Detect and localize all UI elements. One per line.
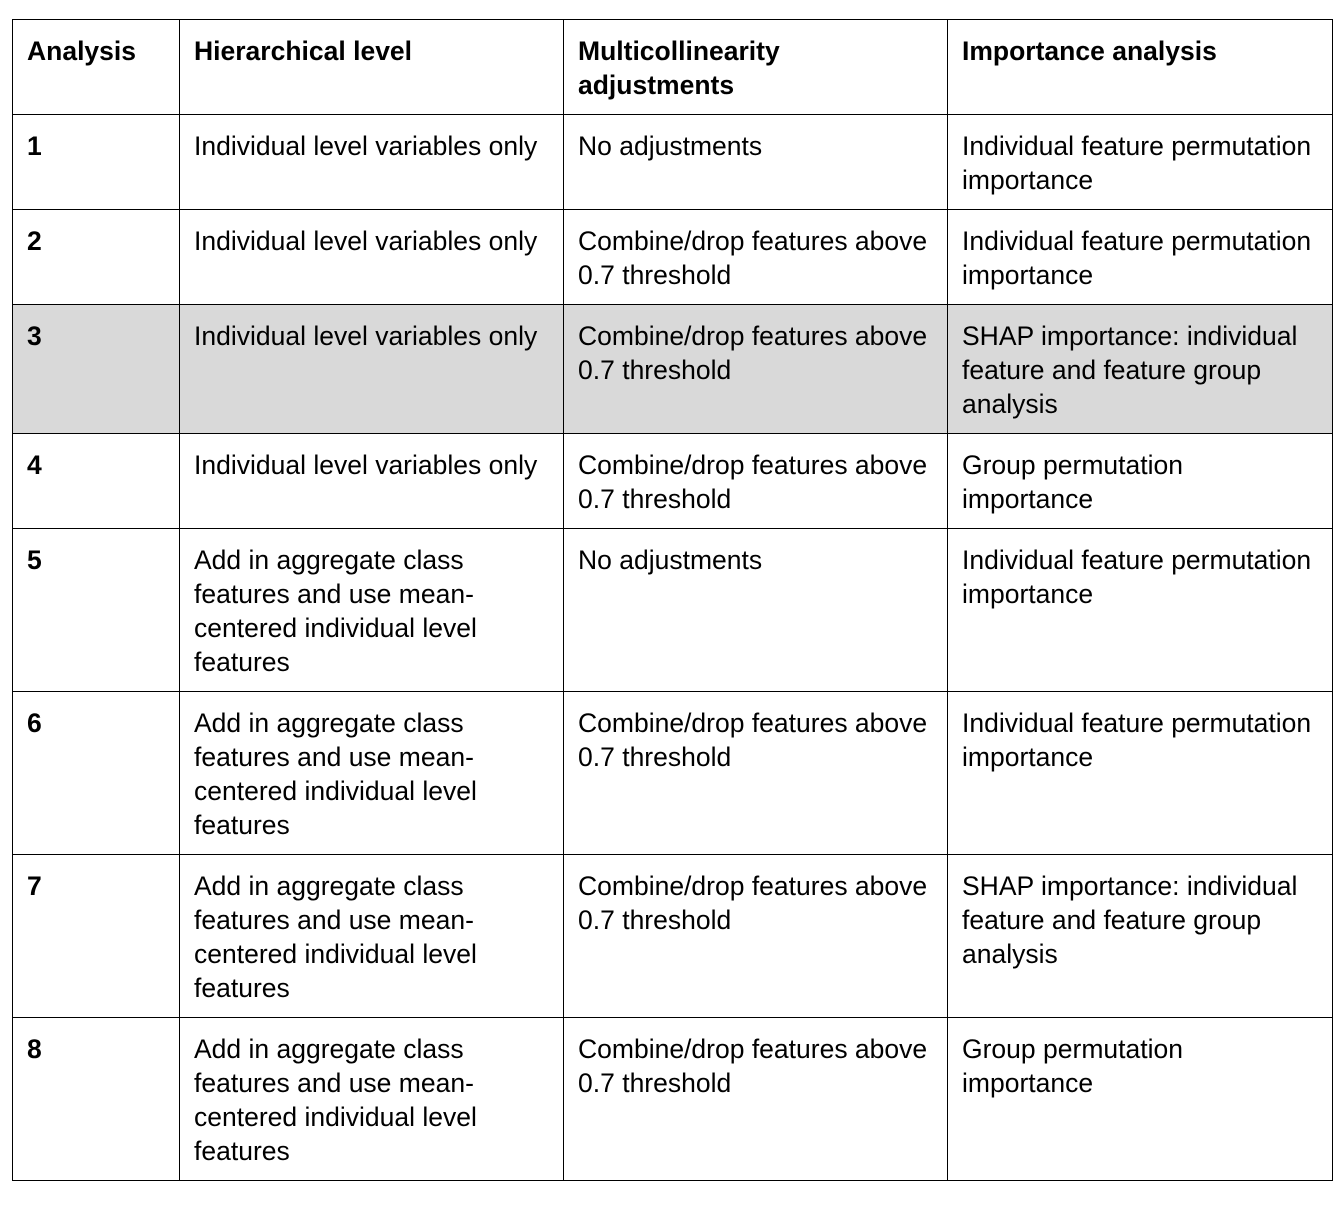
cell-hierarchical-level: Add in aggregate class features and use … — [179, 528, 564, 692]
cell-hierarchical-level: Individual level variables only — [179, 304, 564, 434]
table-row-7: 7 Add in aggregate class features and us… — [12, 854, 1333, 1018]
cell-analysis: 2 — [12, 209, 180, 305]
hierarchical-level-text: Add in aggregate class features and use … — [194, 545, 477, 677]
cell-importance: Group permutation importance — [947, 1017, 1333, 1181]
cell-hierarchical-level: Add in aggregate class features and use … — [179, 1017, 564, 1181]
cell-multicollinearity: No adjustments — [563, 528, 948, 692]
cell-importance: SHAP importance: individual feature and … — [947, 304, 1333, 434]
importance-text: Individual feature permutation importanc… — [962, 545, 1312, 609]
cell-importance: Individual feature permutation importanc… — [947, 114, 1333, 210]
multicollinearity-text: Combine/drop features above 0.7 threshol… — [578, 871, 928, 935]
header-analysis: Analysis — [12, 19, 180, 115]
table-row-8: 8 Add in aggregate class features and us… — [12, 1017, 1333, 1181]
cell-multicollinearity: Combine/drop features above 0.7 threshol… — [563, 854, 948, 1018]
multicollinearity-text: Combine/drop features above 0.7 threshol… — [578, 708, 928, 772]
table-row-6: 6 Add in aggregate class features and us… — [12, 691, 1333, 855]
hierarchical-level-text: Individual level variables only — [194, 450, 538, 480]
importance-text: Individual feature permutation importanc… — [962, 708, 1312, 772]
cell-hierarchical-level: Add in aggregate class features and use … — [179, 854, 564, 1018]
cell-importance: SHAP importance: individual feature and … — [947, 854, 1333, 1018]
cell-analysis: 7 — [12, 854, 180, 1018]
importance-text: Individual feature permutation importanc… — [962, 226, 1312, 290]
analysis-table: Analysis Hierarchical level Multicolline… — [12, 19, 1333, 1181]
cell-importance: Individual feature permutation importanc… — [947, 528, 1333, 692]
analysis-number: 8 — [27, 1034, 42, 1064]
cell-multicollinearity: Combine/drop features above 0.7 threshol… — [563, 304, 948, 434]
table-row-2: 2 Individual level variables only Combin… — [12, 209, 1333, 305]
cell-importance: Individual feature permutation importanc… — [947, 209, 1333, 305]
cell-hierarchical-level: Add in aggregate class features and use … — [179, 691, 564, 855]
cell-importance: Individual feature permutation importanc… — [947, 691, 1333, 855]
cell-hierarchical-level: Individual level variables only — [179, 114, 564, 210]
cell-multicollinearity: Combine/drop features above 0.7 threshol… — [563, 433, 948, 529]
analysis-number: 6 — [27, 708, 42, 738]
cell-hierarchical-level: Individual level variables only — [179, 209, 564, 305]
hierarchical-level-text: Add in aggregate class features and use … — [194, 871, 477, 1003]
cell-hierarchical-level: Individual level variables only — [179, 433, 564, 529]
cell-analysis: 5 — [12, 528, 180, 692]
cell-analysis: 3 — [12, 304, 180, 434]
analysis-number: 5 — [27, 545, 42, 575]
header-hierarchical-level: Hierarchical level — [179, 19, 564, 115]
cell-analysis: 6 — [12, 691, 180, 855]
hierarchical-level-text: Individual level variables only — [194, 131, 538, 161]
table-row-5: 5 Add in aggregate class features and us… — [12, 528, 1333, 692]
analysis-number: 4 — [27, 450, 42, 480]
header-multicollinearity-adjustments: Multicollinearity adjustments — [563, 19, 948, 115]
multicollinearity-text: Combine/drop features above 0.7 threshol… — [578, 321, 928, 385]
multicollinearity-text: Combine/drop features above 0.7 threshol… — [578, 226, 928, 290]
cell-multicollinearity: No adjustments — [563, 114, 948, 210]
header-row: Analysis Hierarchical level Multicolline… — [12, 19, 1333, 115]
cell-multicollinearity: Combine/drop features above 0.7 threshol… — [563, 1017, 948, 1181]
cell-multicollinearity: Combine/drop features above 0.7 threshol… — [563, 209, 948, 305]
analysis-number: 3 — [27, 321, 42, 351]
header-importance-analysis: Importance analysis — [947, 19, 1333, 115]
cell-analysis: 4 — [12, 433, 180, 529]
importance-text: Group permutation importance — [962, 450, 1183, 514]
analysis-number: 7 — [27, 871, 42, 901]
analysis-number: 1 — [27, 131, 42, 161]
multicollinearity-text: No adjustments — [578, 545, 763, 575]
table-body: 1 Individual level variables only No adj… — [12, 114, 1333, 1181]
analysis-number: 2 — [27, 226, 42, 256]
hierarchical-level-text: Add in aggregate class features and use … — [194, 708, 477, 840]
cell-multicollinearity: Combine/drop features above 0.7 threshol… — [563, 691, 948, 855]
hierarchical-level-text: Individual level variables only — [194, 321, 538, 351]
multicollinearity-text: Combine/drop features above 0.7 threshol… — [578, 1034, 928, 1098]
hierarchical-level-text: Individual level variables only — [194, 226, 538, 256]
importance-text: Group permutation importance — [962, 1034, 1183, 1098]
importance-text: SHAP importance: individual feature and … — [962, 321, 1298, 419]
table-row-3: 3 Individual level variables only Combin… — [12, 304, 1333, 434]
cell-analysis: 8 — [12, 1017, 180, 1181]
hierarchical-level-text: Add in aggregate class features and use … — [194, 1034, 477, 1166]
cell-analysis: 1 — [12, 114, 180, 210]
table-row-4: 4 Individual level variables only Combin… — [12, 433, 1333, 529]
cell-importance: Group permutation importance — [947, 433, 1333, 529]
importance-text: SHAP importance: individual feature and … — [962, 871, 1298, 969]
table-row-1: 1 Individual level variables only No adj… — [12, 114, 1333, 210]
importance-text: Individual feature permutation importanc… — [962, 131, 1312, 195]
multicollinearity-text: No adjustments — [578, 131, 763, 161]
table-header: Analysis Hierarchical level Multicolline… — [12, 19, 1333, 115]
multicollinearity-text: Combine/drop features above 0.7 threshol… — [578, 450, 928, 514]
